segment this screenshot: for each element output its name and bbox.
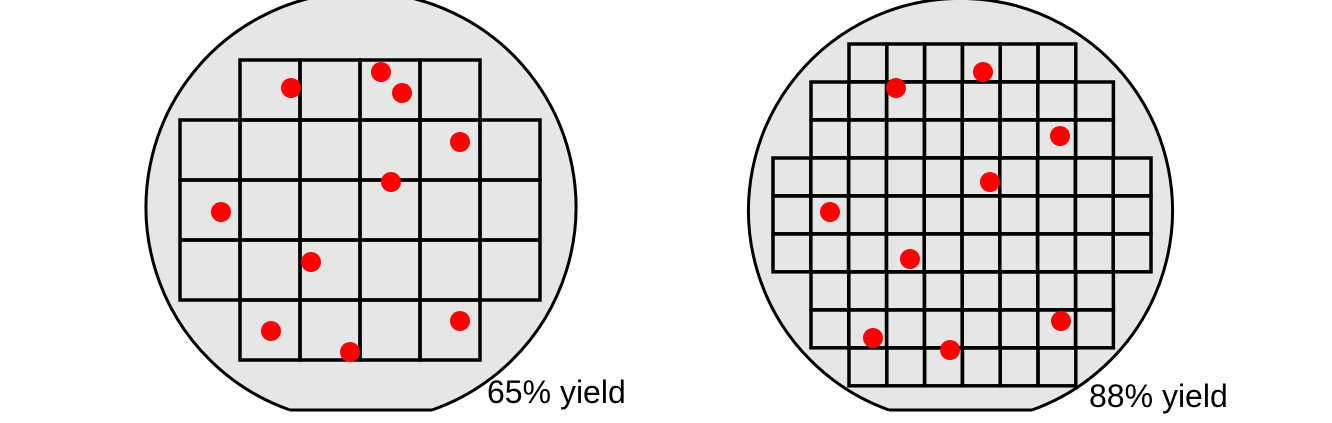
defect-markers (820, 62, 1071, 360)
defect-dot (1051, 311, 1071, 331)
defect-dot (261, 321, 281, 341)
defect-dot (392, 83, 412, 103)
yield-label: 88% yield (1089, 378, 1228, 414)
die (1036, 346, 1078, 388)
defect-dot (863, 328, 883, 348)
defect-dot (281, 78, 301, 98)
die (478, 238, 542, 302)
wafer-small-dies: 88% yield (747, 0, 1228, 414)
defect-dot (301, 252, 321, 272)
defect-dot (940, 340, 960, 360)
die (1111, 232, 1153, 274)
die (418, 298, 482, 362)
defect-dot (211, 202, 231, 222)
defect-dot (900, 249, 920, 269)
defect-dot (381, 172, 401, 192)
defect-dot (886, 78, 906, 98)
defect-dot (973, 62, 993, 82)
defect-dot (450, 311, 470, 331)
defect-dot (371, 62, 391, 82)
defect-dot (820, 202, 840, 222)
defect-dot (450, 132, 470, 152)
wafer-large-dies: 65% yield (144, 0, 626, 412)
defect-dot (340, 342, 360, 362)
die-grid (771, 42, 1153, 388)
die (1073, 308, 1116, 350)
defect-markers (211, 62, 470, 362)
defect-dot (1050, 126, 1070, 146)
yield-label: 65% yield (487, 374, 626, 410)
defect-dot (980, 172, 1000, 192)
